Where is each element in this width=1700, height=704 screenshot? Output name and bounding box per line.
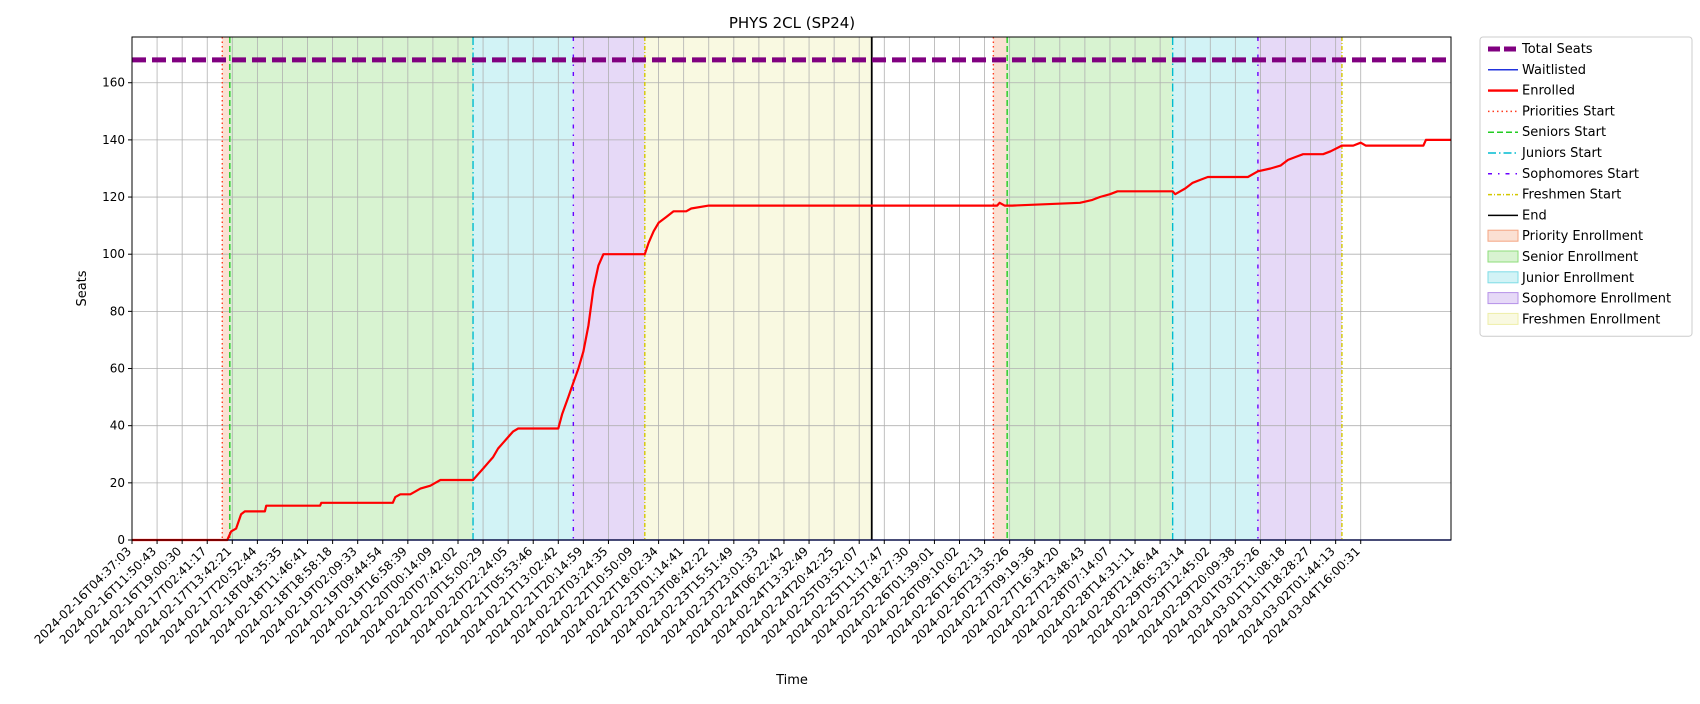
legend-label: Sophomores Start: [1522, 167, 1639, 182]
legend-label: Priorities Start: [1522, 104, 1615, 119]
y-tick-label: 100: [102, 247, 125, 261]
shaded-region: [1007, 37, 1173, 540]
series-line: [132, 138, 1451, 542]
y-tick-label: 60: [110, 362, 125, 376]
legend-label: Senior Enrollment: [1522, 250, 1638, 265]
y-tick-label: 120: [102, 190, 125, 204]
legend-label: Freshmen Start: [1522, 188, 1621, 203]
legend-swatch: [1487, 250, 1519, 263]
legend-swatch: [1487, 271, 1519, 284]
x-axis: 2024-02-16T04:37:032024-02-16T11:50:4320…: [32, 540, 1363, 647]
shaded-region: [1257, 37, 1342, 540]
legend-label: End: [1522, 208, 1547, 223]
x-axis-label: Time: [775, 673, 808, 688]
shaded-region: [644, 37, 872, 540]
y-axis: 0 20 40 60 80 100 120 140 160: [102, 76, 132, 547]
legend-swatch: [1487, 292, 1519, 305]
y-tick-label: 80: [110, 304, 125, 318]
shaded-region: [222, 37, 230, 540]
y-axis-label: Seats: [75, 270, 90, 306]
y-tick-label: 40: [110, 419, 125, 433]
shaded-region: [1172, 37, 1258, 540]
legend-swatch: [1487, 312, 1519, 325]
legend-swatch: [1487, 229, 1519, 242]
shaded-region: [473, 37, 574, 540]
shaded-regions: [222, 37, 1342, 540]
legend-label: Waitlisted: [1522, 63, 1586, 78]
y-tick-label: 20: [110, 476, 125, 490]
plot-frame: [131, 36, 1452, 541]
legend-box: [1479, 36, 1693, 337]
legend-label: Sophomore Enrollment: [1522, 292, 1671, 307]
legend-label: Freshmen Enrollment: [1522, 312, 1660, 327]
chart-title: PHYS 2CL (SP24): [729, 14, 855, 32]
legend-label: Seniors Start: [1522, 125, 1606, 140]
chart-legend: Total Seats Waitlisted Enrolled Priorities …: [1479, 36, 1693, 337]
legend-label: Priority Enrollment: [1522, 229, 1643, 244]
phase-lines: [221, 37, 1343, 540]
shaded-region: [573, 37, 645, 540]
legend-label: Junior Enrollment: [1521, 271, 1634, 286]
legend-label: Juniors Start: [1521, 146, 1602, 161]
shaded-region: [229, 37, 474, 540]
shaded-region: [993, 37, 1008, 540]
legend-label: Total Seats: [1521, 42, 1593, 57]
legend-label: Enrolled: [1522, 84, 1575, 99]
y-tick-label: 160: [102, 76, 125, 90]
y-tick-label: 0: [117, 533, 125, 547]
grid-lines: [131, 37, 1451, 541]
y-tick-label: 140: [102, 133, 125, 147]
